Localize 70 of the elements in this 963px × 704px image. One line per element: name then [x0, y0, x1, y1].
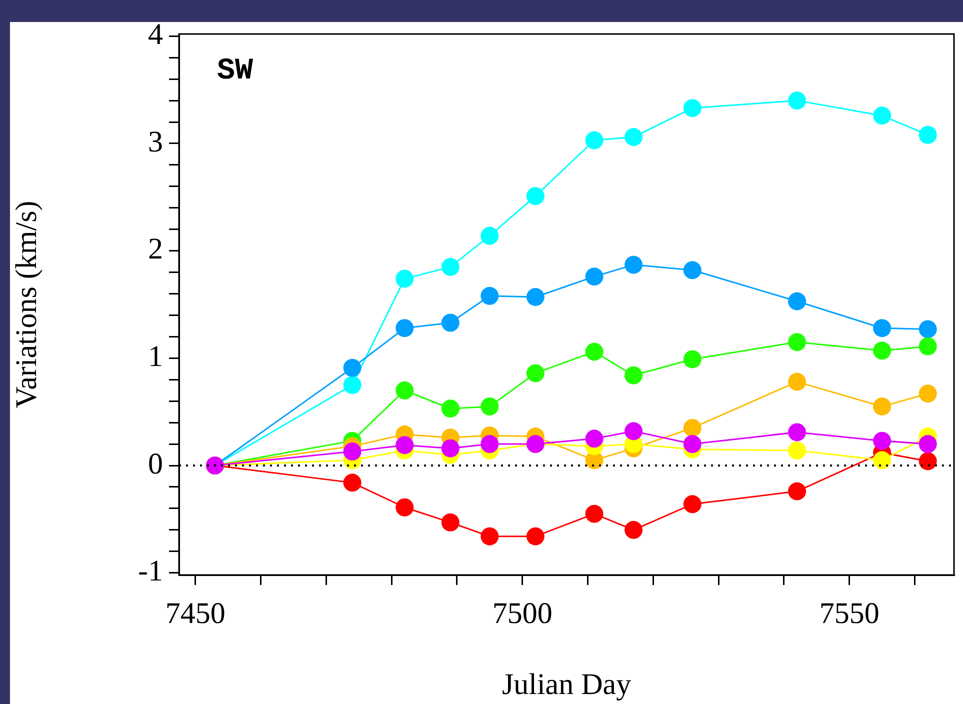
point [480, 527, 499, 546]
y-tick-label: 1 [148, 340, 163, 374]
point [624, 256, 643, 274]
point [585, 430, 604, 448]
y-axis-title: Variations (km/s) [10, 200, 43, 408]
point [624, 422, 643, 440]
point [396, 436, 414, 454]
point [918, 320, 937, 338]
y-tick-label: 3 [148, 125, 163, 158]
point [873, 342, 892, 360]
point [526, 527, 544, 546]
point [683, 495, 702, 514]
point [788, 423, 806, 442]
point [396, 381, 414, 400]
point [526, 187, 544, 206]
point [396, 319, 414, 338]
point [918, 452, 937, 470]
x-axis-title: Julian Day [502, 668, 632, 701]
point [918, 435, 937, 454]
point [441, 513, 460, 532]
point [343, 474, 362, 492]
point [918, 126, 937, 144]
point [585, 131, 604, 150]
point [343, 376, 362, 394]
y-tick-label: 4 [148, 18, 163, 52]
y-tick-label: 0 [148, 447, 163, 480]
annotation: SW [217, 54, 254, 89]
point [683, 261, 702, 280]
x-tick-label: 7500 [492, 596, 552, 630]
point [624, 366, 643, 384]
point [441, 314, 460, 332]
point [788, 333, 806, 352]
point [526, 364, 544, 382]
point [624, 128, 643, 146]
point [918, 384, 937, 403]
point [788, 292, 806, 310]
point [683, 350, 702, 368]
point [873, 106, 892, 125]
y-tick-label: -1 [138, 554, 163, 588]
point [441, 258, 460, 276]
point [873, 319, 892, 338]
point [396, 498, 414, 516]
point [788, 482, 806, 500]
point [343, 358, 362, 377]
point [683, 99, 702, 118]
point [441, 400, 460, 418]
point [396, 270, 414, 288]
point [480, 435, 499, 454]
point [480, 286, 499, 305]
point [918, 337, 937, 356]
point [788, 372, 806, 391]
point [585, 268, 604, 286]
point [343, 442, 362, 461]
x-tick-label: 7550 [819, 596, 880, 630]
point [788, 441, 806, 460]
point [873, 451, 892, 470]
point [585, 342, 604, 361]
x-tick-label: 7450 [165, 596, 226, 630]
point [480, 226, 499, 245]
point [624, 520, 643, 539]
point [683, 435, 702, 454]
point [873, 397, 892, 416]
point [526, 288, 544, 306]
point [441, 439, 460, 458]
point [873, 432, 892, 450]
point [585, 504, 604, 523]
point [480, 397, 499, 416]
point [788, 92, 806, 110]
point [683, 418, 702, 437]
y-tick-label: 2 [148, 232, 163, 266]
